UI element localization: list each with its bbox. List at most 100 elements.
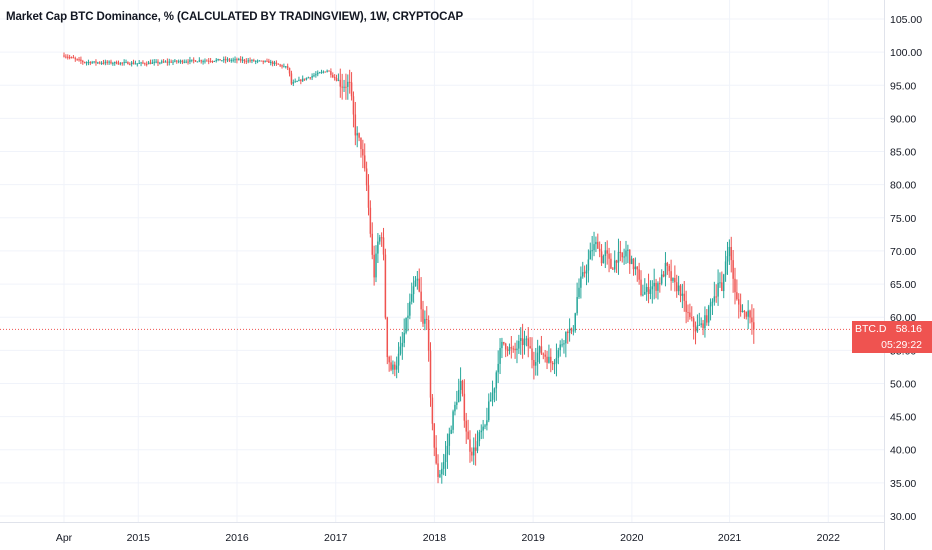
candle-body (655, 282, 657, 291)
candle-body (544, 354, 546, 357)
candle-body (715, 296, 717, 298)
candle-body (217, 58, 219, 60)
candle-body (311, 75, 313, 78)
candle-body (431, 397, 434, 424)
candle-body (486, 420, 488, 426)
candle-body (97, 62, 99, 64)
candle-body (379, 237, 381, 242)
x-tick-label: 2019 (521, 532, 545, 544)
candle-body (67, 56, 69, 58)
candle-body (726, 256, 729, 262)
candle-body (95, 61, 97, 63)
candle-body (345, 86, 347, 88)
candle-body (166, 61, 169, 63)
candle-body (446, 445, 449, 455)
candle-body (683, 293, 686, 301)
candle-body (595, 241, 597, 245)
price-axis[interactable]: 105.00 100.00 95.00 90.00 85.00 80.00 75.00 70.… (884, 0, 923, 550)
candle-body (418, 278, 420, 292)
candle-body (503, 341, 505, 344)
candle-body (504, 343, 507, 350)
candle-body (677, 285, 680, 292)
candle-body (542, 353, 545, 355)
candle-body (132, 62, 135, 64)
candle-body (277, 63, 280, 65)
candle-body (467, 431, 469, 440)
last-price-label: BTC.D 58.16 05:29:22 (852, 321, 932, 354)
candle-body (183, 61, 186, 63)
candle-body (160, 61, 163, 63)
candle-body (416, 278, 419, 281)
candle-body (256, 60, 259, 62)
candle-body (587, 259, 590, 271)
candle-body (747, 310, 749, 317)
candle-body (200, 60, 202, 62)
candle-body (209, 60, 212, 62)
candle-body (741, 310, 744, 313)
time-axis[interactable]: Apr 2015 2016 2017 2018 2019 2020 2021 2022 (0, 522, 884, 545)
candle-body (219, 58, 221, 61)
candle-body (93, 61, 95, 63)
chart-title: Market Cap BTC Dominance, % (CALCULATED … (6, 11, 464, 23)
candle-body (565, 331, 567, 344)
candle-body (450, 429, 452, 434)
candle-body (300, 79, 302, 82)
candle-body (551, 362, 554, 365)
candle-body (129, 64, 131, 66)
candle-body (206, 60, 208, 62)
candle-body (243, 59, 246, 62)
candle-body (176, 60, 178, 62)
candle-body (582, 272, 584, 277)
candle-body (390, 362, 392, 370)
candle-body (444, 454, 447, 462)
candle-body (204, 60, 206, 62)
candle-body (508, 347, 511, 351)
candle-body (604, 250, 607, 257)
candle-body (149, 62, 152, 64)
candle-body (80, 59, 82, 62)
candle-body (117, 63, 120, 65)
candle-body (495, 372, 498, 389)
candle-body (448, 433, 451, 446)
candle-body (113, 61, 116, 64)
candle-body (369, 207, 372, 234)
candle-body (706, 315, 708, 323)
candle-body (523, 339, 526, 346)
candle-body (674, 277, 676, 283)
candle-body (343, 86, 345, 88)
candle-body (642, 294, 644, 296)
candle-body (174, 60, 176, 62)
candle-body (484, 425, 486, 427)
x-tick-label: 2018 (423, 532, 447, 544)
candle-body (82, 61, 84, 63)
candle-body (529, 346, 531, 349)
candle-body (234, 59, 236, 61)
candle-body (437, 463, 439, 477)
candle-body (251, 60, 253, 62)
y-tick-label: 40.00 (890, 445, 916, 457)
candle-body (294, 81, 296, 83)
candle-body (262, 60, 264, 62)
candle-body (424, 318, 426, 324)
y-tick-label: 80.00 (890, 180, 916, 192)
symbol-label: BTC.D (855, 323, 887, 336)
candle-body (292, 82, 295, 84)
candle-body (296, 81, 298, 83)
candle-body (745, 312, 748, 317)
candle-body (593, 244, 595, 251)
candle-body (241, 59, 244, 61)
candle-body (576, 297, 578, 314)
x-tick-label: 2020 (620, 532, 644, 544)
candle-body (332, 74, 334, 78)
candle-body (628, 249, 631, 264)
candle-body (457, 389, 460, 403)
candle-body (68, 57, 71, 59)
candle-body (211, 61, 214, 63)
candle-body (363, 155, 366, 169)
candle-body (63, 55, 65, 57)
candle-body (324, 71, 327, 73)
y-tick-label: 95.00 (890, 80, 916, 92)
candle-body (627, 249, 629, 251)
candle-body (333, 77, 336, 79)
